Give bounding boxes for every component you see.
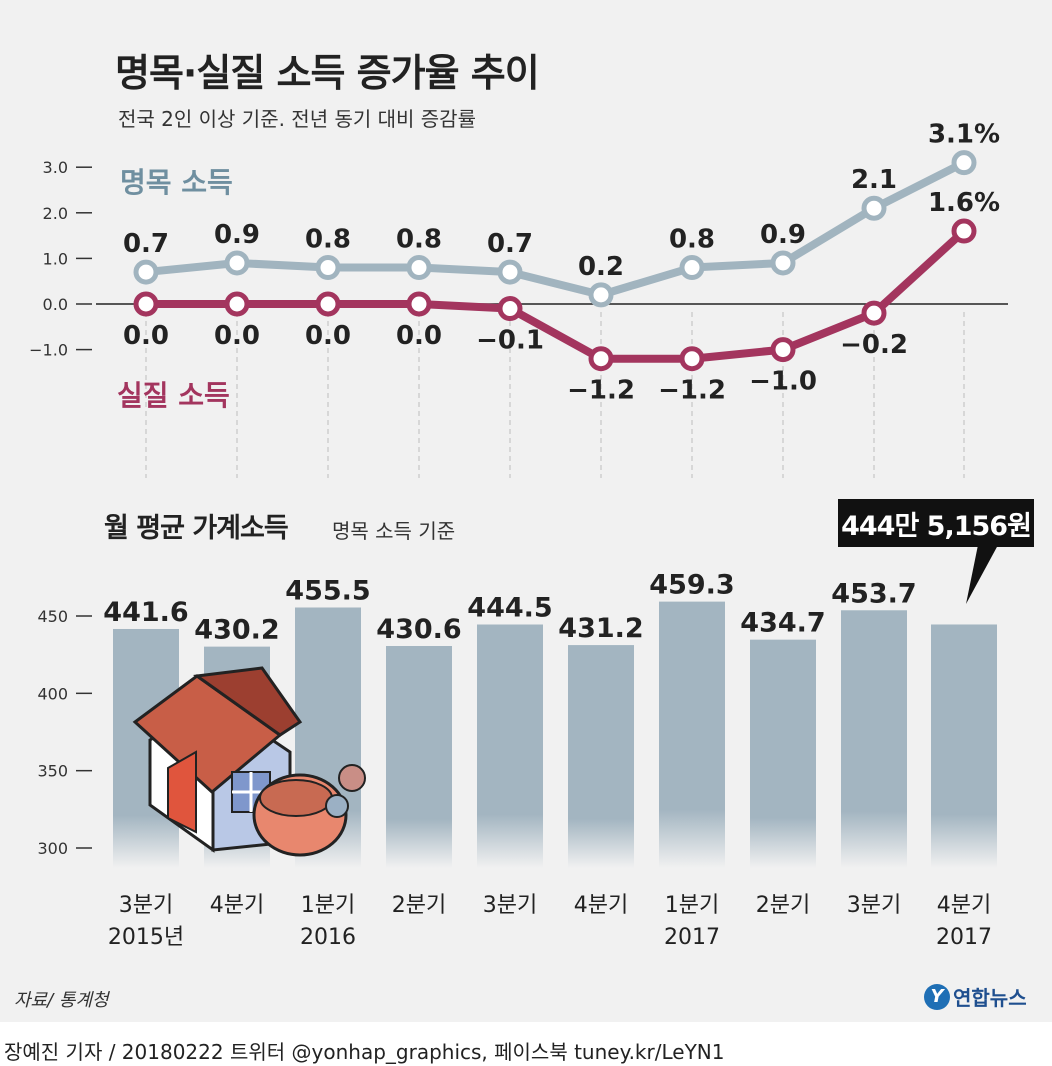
real-value-label: 0.0 [123,321,169,351]
latest-income-callout: 444만 5,156원 [838,499,1034,547]
income-bar [659,601,725,868]
income-bar [931,624,997,868]
coin-purse-illustration [252,764,366,857]
x-category-label: 1분기 [301,893,355,918]
nominal-point [679,255,705,281]
nominal-series-line [145,159,966,299]
x-category-label: 1분기 [665,893,719,918]
bar-value-label: 455.5 [285,575,370,606]
real-point [224,291,250,317]
x-category-label: 4분기 [937,893,991,918]
real-value-label: 1.6% [928,188,1000,218]
real-point [406,291,432,317]
real-value-label: 0.0 [396,321,442,351]
real-value-label: −0.2 [840,330,908,360]
y-tick-label: 2.0 [43,204,68,223]
real-series-name: 실질 소득 [117,379,230,412]
real-value-label: −1.0 [749,367,817,397]
bar-chart-subtitle: 명목 소득 기준 [332,519,456,543]
bar-value-label: 430.2 [194,615,279,646]
chart-area: 3.0 2.0 1.0 0.0 −1.0 0.7 0.9 0.8 0.8 0.7 0.2 0.8 0.9… [29,120,1008,950]
page-title: 명목·실질 소득 증가율 추이 [115,51,540,95]
nominal-value-label: 0.8 [396,225,442,255]
income-bar [477,624,543,868]
x-category-label: 4분기 [210,893,264,918]
bar-value-label: 441.6 [103,597,188,628]
nominal-point [224,250,250,276]
real-point [315,291,341,317]
yonhap-logo-text: 연합뉴스 [953,986,1027,1010]
nominal-point [951,150,977,176]
nominal-point [770,250,796,276]
credit-line: 장예진 기자 / 20180222 트위터 @yonhap_graphics, … [4,1040,725,1064]
x-year-label: 2017 [936,925,992,950]
real-series-line [146,228,967,363]
nominal-point [133,259,159,285]
income-bar [386,646,452,868]
bar-y-tick-label: 450 [37,607,68,626]
real-point [679,346,705,372]
real-point [588,346,614,372]
nominal-value-label: 3.1% [928,120,1000,150]
nominal-series-name: 명목 소득 [120,166,233,199]
nominal-value-label: 0.9 [214,220,260,250]
bar-value-label: 431.2 [558,613,643,644]
bar-value-label: 459.3 [649,570,734,601]
source-note: 자료/ 통계청 [14,990,109,1011]
y-tick-label: 0.0 [43,295,68,314]
page-subtitle: 전국 2인 이상 기준. 전년 동기 대비 증감률 [118,107,476,131]
nominal-point [315,255,341,281]
nominal-value-label: 0.7 [123,229,169,259]
real-point [861,300,887,326]
nominal-point [497,259,523,285]
bar-chart-title: 월 평균 가계소득 [104,513,289,544]
real-point [133,291,159,317]
y-tick-label: −1.0 [29,341,68,360]
real-point [497,296,523,322]
bar-value-label: 453.7 [831,578,916,609]
x-category-label: 2분기 [756,893,810,918]
nominal-value-label: 2.1 [851,165,897,195]
nominal-point [588,282,614,308]
callout-pointer [966,545,998,604]
x-year-label: 2016 [300,925,356,950]
x-category-label: 3분기 [119,893,173,918]
real-point [951,218,977,244]
income-bar [841,610,907,868]
bar-y-tick-label: 350 [37,762,68,781]
real-value-label: 0.0 [214,321,260,351]
yonhap-logo-icon: Y [924,983,950,1010]
real-value-label: −0.1 [476,326,544,356]
yonhap-logo: Y 연합뉴스 [924,982,1027,1011]
real-point [770,337,796,363]
y-tick-label: 1.0 [43,249,68,268]
nominal-point [406,255,432,281]
nominal-point [861,195,887,221]
x-year-label: 2017 [664,925,720,950]
y-tick-label: 3.0 [43,158,68,177]
bar-value-label: 430.6 [376,614,461,645]
real-value-label: −1.2 [658,376,726,406]
x-category-label: 3분기 [847,893,901,918]
bar-value-label: 434.7 [740,608,825,639]
income-bar [568,645,634,868]
nominal-value-label: 0.8 [305,225,351,255]
x-year-label: 2015년 [108,925,184,950]
x-category-label: 2분기 [392,893,446,918]
bar-value-label: 444.5 [467,593,552,624]
x-category-label: 4분기 [574,893,628,918]
bar-y-tick-label: 400 [37,684,68,703]
nominal-value-label: 0.2 [578,252,624,282]
nominal-value-label: 0.7 [487,229,533,259]
x-category-label: 3분기 [483,893,537,918]
nominal-value-label: 0.9 [760,220,806,250]
bar-y-tick-label: 300 [37,839,68,858]
income-bar [750,639,816,868]
real-value-label: −1.2 [567,376,635,406]
real-value-label: 0.0 [305,321,351,351]
nominal-value-label: 0.8 [669,225,715,255]
